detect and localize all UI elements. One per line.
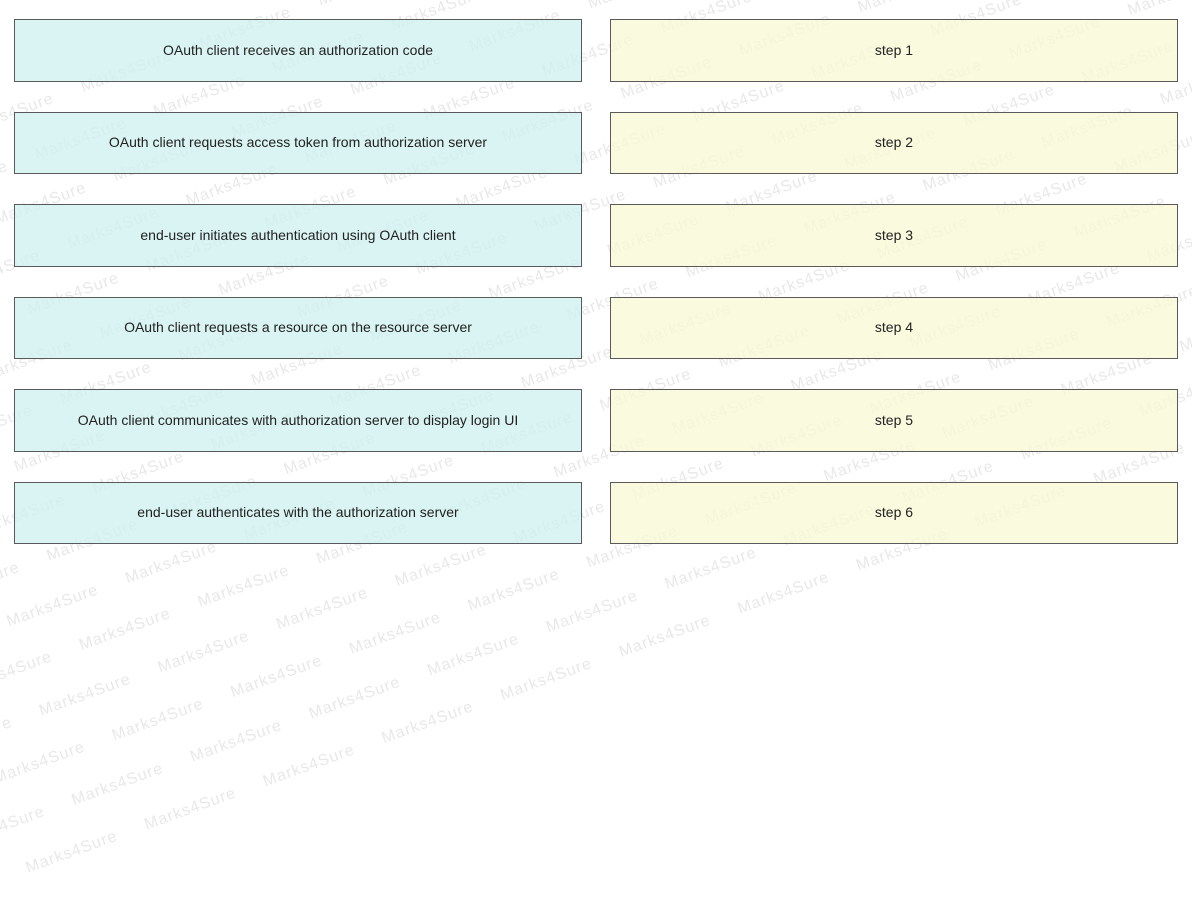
source-column: OAuth client receives an authorization c… xyxy=(14,19,582,544)
source-item[interactable]: end-user authenticates with the authoriz… xyxy=(14,482,582,545)
source-item-label: end-user authenticates with the authoriz… xyxy=(137,503,458,522)
drag-drop-container: OAuth client receives an authorization c… xyxy=(0,0,1192,563)
source-item-label: end-user initiates authentication using … xyxy=(140,226,455,245)
source-item[interactable]: OAuth client requests a resource on the … xyxy=(14,297,582,360)
source-item[interactable]: OAuth client communicates with authoriza… xyxy=(14,389,582,452)
source-item[interactable]: OAuth client receives an authorization c… xyxy=(14,19,582,82)
target-slot[interactable]: step 3 xyxy=(610,204,1178,267)
target-slot[interactable]: step 4 xyxy=(610,297,1178,360)
target-slot[interactable]: step 2 xyxy=(610,112,1178,175)
source-item-label: OAuth client requests a resource on the … xyxy=(124,318,472,337)
target-slot[interactable]: step 6 xyxy=(610,482,1178,545)
source-item[interactable]: end-user initiates authentication using … xyxy=(14,204,582,267)
target-slot-label: step 6 xyxy=(875,503,913,522)
target-slot[interactable]: step 5 xyxy=(610,389,1178,452)
target-slot-label: step 4 xyxy=(875,318,913,337)
target-slot-label: step 1 xyxy=(875,41,913,60)
target-column: step 1 step 2 step 3 step 4 step 5 step … xyxy=(610,19,1178,544)
source-item-label: OAuth client requests access token from … xyxy=(109,133,487,152)
source-item-label: OAuth client receives an authorization c… xyxy=(163,41,433,60)
target-slot-label: step 5 xyxy=(875,411,913,430)
source-item[interactable]: OAuth client requests access token from … xyxy=(14,112,582,175)
target-slot-label: step 3 xyxy=(875,226,913,245)
target-slot-label: step 2 xyxy=(875,133,913,152)
target-slot[interactable]: step 1 xyxy=(610,19,1178,82)
source-item-label: OAuth client communicates with authoriza… xyxy=(78,411,518,430)
